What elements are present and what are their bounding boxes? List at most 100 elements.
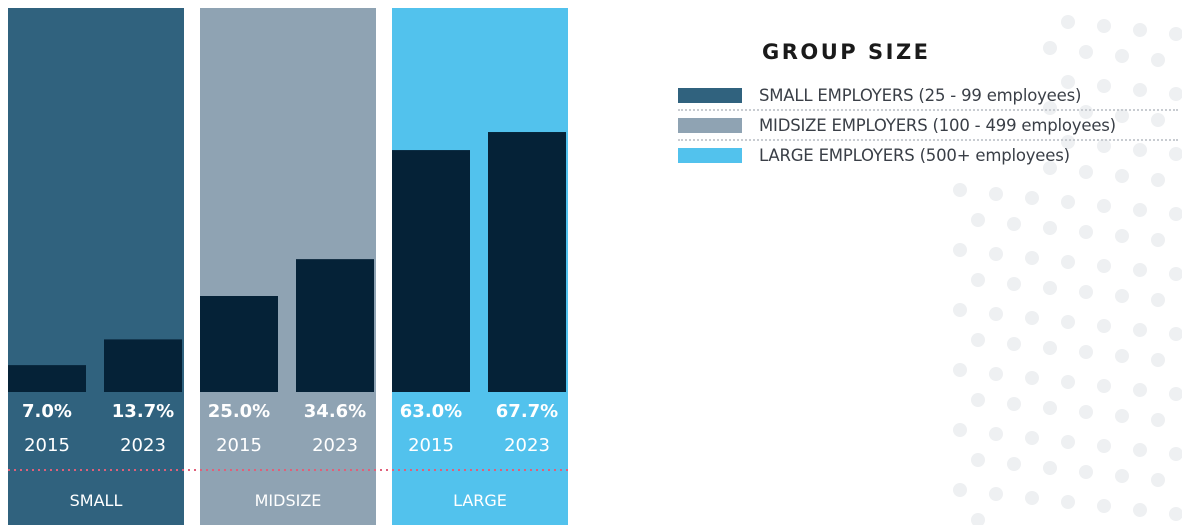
decor-dot bbox=[1115, 49, 1129, 63]
legend-swatch-midsize bbox=[678, 117, 742, 133]
decor-dot bbox=[1097, 199, 1111, 213]
decor-dot bbox=[1061, 195, 1075, 209]
decor-dot bbox=[1043, 341, 1057, 355]
decor-dot bbox=[1061, 435, 1075, 449]
decor-dot bbox=[1061, 375, 1075, 389]
year-label: 2015 bbox=[216, 435, 262, 456]
group-label-midsize: MIDSIZE bbox=[255, 491, 322, 510]
decor-dot bbox=[989, 367, 1003, 381]
decor-dot bbox=[1151, 53, 1165, 67]
decor-dot bbox=[1169, 447, 1182, 461]
decor-dot bbox=[1061, 75, 1075, 89]
legend-swatch-large bbox=[678, 147, 742, 163]
decor-dot bbox=[1115, 169, 1129, 183]
decor-dot bbox=[1061, 15, 1075, 29]
legend-label-large: LARGE EMPLOYERS (500+ employees) bbox=[759, 145, 1070, 165]
decor-dot bbox=[971, 213, 985, 227]
decor-dot bbox=[1079, 105, 1093, 119]
decor-dot bbox=[1169, 387, 1182, 401]
decor-dot bbox=[1169, 507, 1182, 521]
decor-dot bbox=[1115, 349, 1129, 363]
decor-dot bbox=[1043, 41, 1057, 55]
decor-dot bbox=[971, 453, 985, 467]
decor-dot bbox=[953, 423, 967, 437]
decor-dot bbox=[1007, 277, 1021, 291]
decor-dot bbox=[1043, 281, 1057, 295]
decor-dot bbox=[1133, 383, 1147, 397]
decor-dot bbox=[953, 183, 967, 197]
decor-dot bbox=[1169, 87, 1182, 101]
decor-dot bbox=[953, 303, 967, 317]
value-label: 67.7% bbox=[496, 401, 558, 422]
decor-dot bbox=[1079, 45, 1093, 59]
legend-item-large: LARGE EMPLOYERS (500+ employees) bbox=[678, 141, 1178, 169]
decor-dot bbox=[989, 487, 1003, 501]
decor-dot bbox=[989, 307, 1003, 321]
decor-dot bbox=[1115, 469, 1129, 483]
decor-dot bbox=[1151, 293, 1165, 307]
decor-dot bbox=[1115, 109, 1129, 123]
decor-dot bbox=[1151, 173, 1165, 187]
decor-dot bbox=[1133, 23, 1147, 37]
decor-dot bbox=[1169, 147, 1182, 161]
decor-dot bbox=[1079, 465, 1093, 479]
decor-dot bbox=[1043, 461, 1057, 475]
bar-small-2015 bbox=[8, 365, 86, 392]
decor-dot bbox=[1025, 371, 1039, 385]
decor-dot bbox=[1007, 217, 1021, 231]
decor-dot bbox=[953, 483, 967, 497]
decor-dot bbox=[1043, 221, 1057, 235]
value-label: 7.0% bbox=[22, 401, 72, 422]
legend-item-midsize: MIDSIZE EMPLOYERS (100 - 499 employees) bbox=[678, 111, 1178, 141]
year-label: 2023 bbox=[120, 435, 166, 456]
decor-dot bbox=[1007, 397, 1021, 411]
decor-dot bbox=[1097, 379, 1111, 393]
year-label: 2023 bbox=[312, 435, 358, 456]
decor-dot bbox=[971, 273, 985, 287]
bar-midsize-2015 bbox=[200, 296, 278, 392]
bar-small-2023 bbox=[104, 339, 182, 392]
value-label: 34.6% bbox=[304, 401, 366, 422]
legend-label-small: SMALL EMPLOYERS (25 - 99 employees) bbox=[759, 85, 1082, 105]
decor-dot bbox=[1079, 285, 1093, 299]
bar-midsize-2023 bbox=[296, 259, 374, 392]
decor-dot bbox=[971, 393, 985, 407]
decor-dot bbox=[1025, 311, 1039, 325]
legend-item-small: SMALL EMPLOYERS (25 - 99 employees) bbox=[678, 81, 1178, 111]
decor-dot bbox=[1097, 439, 1111, 453]
legend: GROUP SIZE SMALL EMPLOYERS (25 - 99 empl… bbox=[678, 40, 1178, 169]
decor-dot bbox=[1133, 503, 1147, 517]
decor-dot bbox=[1061, 315, 1075, 329]
decor-dot bbox=[1079, 405, 1093, 419]
decor-dot bbox=[1007, 337, 1021, 351]
decor-dot bbox=[1097, 259, 1111, 273]
value-label: 63.0% bbox=[400, 401, 462, 422]
decor-dot bbox=[1151, 233, 1165, 247]
decor-dot bbox=[971, 333, 985, 347]
panel-small bbox=[8, 8, 184, 525]
decor-dot bbox=[1133, 83, 1147, 97]
decor-dot bbox=[1151, 473, 1165, 487]
value-label: 25.0% bbox=[208, 401, 270, 422]
decor-dot bbox=[1115, 289, 1129, 303]
decor-dot bbox=[989, 187, 1003, 201]
value-label: 13.7% bbox=[112, 401, 174, 422]
decor-dot bbox=[1133, 443, 1147, 457]
decor-dot bbox=[1169, 267, 1182, 281]
year-label: 2023 bbox=[504, 435, 550, 456]
legend-swatch-small bbox=[678, 87, 742, 103]
decor-dot bbox=[1115, 409, 1129, 423]
legend-list: SMALL EMPLOYERS (25 - 99 employees) MIDS… bbox=[678, 81, 1178, 169]
decor-dot bbox=[989, 247, 1003, 261]
decor-dot bbox=[971, 513, 985, 525]
group-label-small: SMALL bbox=[70, 491, 123, 510]
decor-dot bbox=[1133, 143, 1147, 157]
decor-dot bbox=[1061, 255, 1075, 269]
decor-dot bbox=[1097, 499, 1111, 513]
decor-dot bbox=[1169, 207, 1182, 221]
decor-dot bbox=[1079, 165, 1093, 179]
decor-dot bbox=[1025, 491, 1039, 505]
decor-dot bbox=[953, 363, 967, 377]
decor-dot bbox=[1043, 401, 1057, 415]
